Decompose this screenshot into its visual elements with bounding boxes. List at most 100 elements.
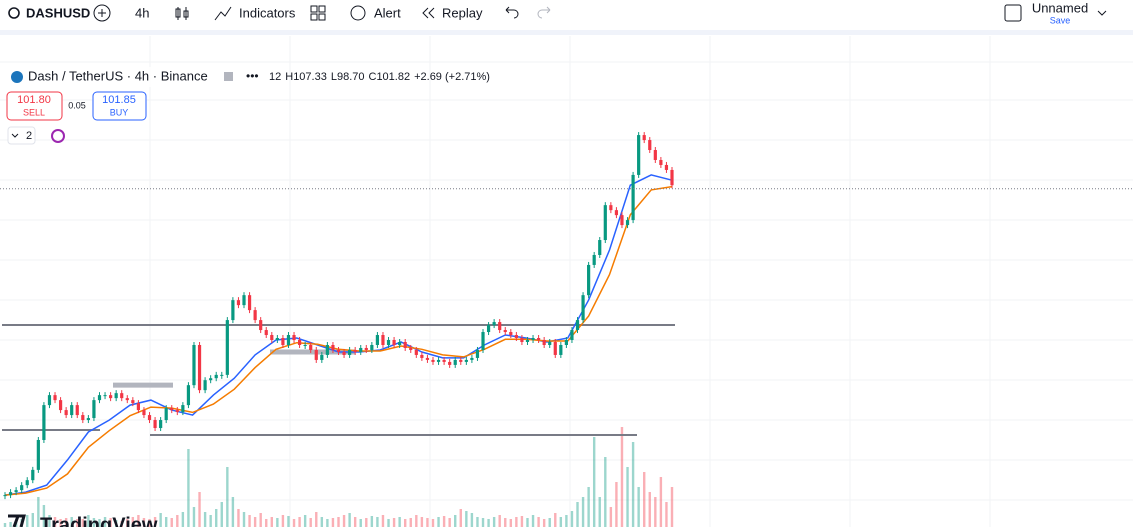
sync-icon[interactable]: [51, 129, 65, 143]
volume-bar: [303, 515, 307, 527]
candle: [620, 215, 624, 226]
volume-bar: [587, 487, 590, 527]
watermark: TradingView: [40, 514, 158, 527]
replay-icon: [422, 7, 435, 19]
indicators[interactable]: Indicators: [239, 5, 296, 20]
legend-close: C101.82: [369, 71, 411, 83]
candle: [542, 340, 546, 345]
volume-bar: [459, 509, 462, 527]
volume-bar: [659, 477, 663, 527]
volume-bar: [114, 520, 118, 527]
volume-bar: [237, 509, 240, 527]
interval[interactable]: 4h: [135, 5, 149, 20]
add-symbol[interactable]: [93, 4, 111, 22]
candle: [509, 332, 513, 336]
grid: [0, 36, 1133, 527]
legend-more[interactable]: •••: [246, 69, 259, 83]
add-icon: [98, 9, 106, 17]
volume-bar: [142, 518, 146, 527]
volume-bar: [481, 518, 485, 527]
volume-bar: [598, 497, 601, 527]
candle: [314, 349, 318, 360]
buy-button[interactable]: [92, 91, 147, 121]
volume-bar: [109, 518, 112, 527]
chart-type[interactable]: [175, 7, 189, 20]
volume-bar: [242, 512, 246, 527]
volume-bar: [620, 427, 624, 527]
collapse[interactable]: [7, 126, 36, 145]
volume-bar: [281, 515, 285, 527]
candle: [281, 338, 285, 345]
volume-bar: [64, 518, 68, 527]
candle: [331, 344, 335, 350]
candle: [186, 385, 191, 406]
volume-bar: [537, 517, 540, 527]
watermark-logo: [8, 514, 26, 527]
flag[interactable]: [224, 72, 233, 81]
candle: [381, 335, 385, 345]
legend-change: +2.69 (+2.71%): [414, 71, 490, 83]
candle: [459, 359, 463, 362]
candle: [642, 135, 646, 141]
volume-bar: [398, 517, 401, 527]
layout-menu[interactable]: [1097, 10, 1107, 16]
candle: [86, 418, 90, 421]
candle: [625, 220, 630, 226]
candle: [603, 205, 607, 241]
layout-name[interactable]: Unnamed: [1032, 0, 1088, 15]
candle: [370, 344, 374, 350]
candle: [53, 395, 57, 401]
volume-bar: [170, 518, 173, 527]
candle: [92, 400, 96, 419]
candle: [392, 340, 396, 345]
sell-button[interactable]: [6, 91, 63, 121]
candle: [225, 320, 229, 375]
candle: [353, 349, 357, 352]
volume-bar: [392, 518, 396, 527]
volume-bar: [53, 517, 57, 527]
symbol[interactable]: DASHUSD: [26, 5, 90, 20]
volume-bar: [381, 515, 385, 527]
volume-bar: [42, 505, 46, 527]
candle: [548, 341, 552, 345]
volume-bar: [654, 497, 657, 527]
volume-bar: [70, 517, 73, 527]
candle: [164, 408, 168, 421]
alert-icon: [350, 5, 366, 21]
collapse-icon: [11, 133, 19, 138]
candle: [131, 400, 135, 404]
candle: [587, 264, 591, 296]
search-icon[interactable]: [8, 7, 20, 19]
undo[interactable]: [505, 6, 519, 19]
candle: [470, 357, 474, 360]
candle: [47, 395, 52, 406]
legend-title[interactable]: Dash / TetherUS · 4h · Binance: [28, 68, 208, 83]
candle: [637, 135, 641, 175]
volume-bar: [353, 517, 357, 527]
save[interactable]: Save: [1050, 15, 1071, 25]
candle: [58, 400, 63, 411]
candle: [609, 205, 613, 211]
volume-bar: [576, 502, 579, 527]
volume-bar: [581, 497, 585, 527]
layouts[interactable]: [310, 5, 318, 13]
volume-bar: [604, 457, 607, 527]
candle: [653, 150, 657, 160]
volume-bar: [504, 518, 507, 527]
candle: [631, 174, 635, 221]
volume-bar: [287, 516, 290, 527]
layout-icon[interactable]: [1004, 4, 1022, 22]
layouts: [318, 5, 326, 13]
volume-bar: [270, 517, 273, 527]
replay[interactable]: Replay: [442, 5, 483, 20]
candle: [64, 410, 68, 416]
candle: [159, 420, 163, 429]
candle: [103, 395, 107, 397]
redo[interactable]: [537, 6, 551, 19]
candle: [20, 485, 24, 491]
alert[interactable]: Alert: [374, 5, 401, 20]
volume-bar: [337, 517, 340, 527]
volume-bar: [198, 492, 201, 527]
candle: [242, 295, 246, 306]
candle: [592, 254, 596, 265]
